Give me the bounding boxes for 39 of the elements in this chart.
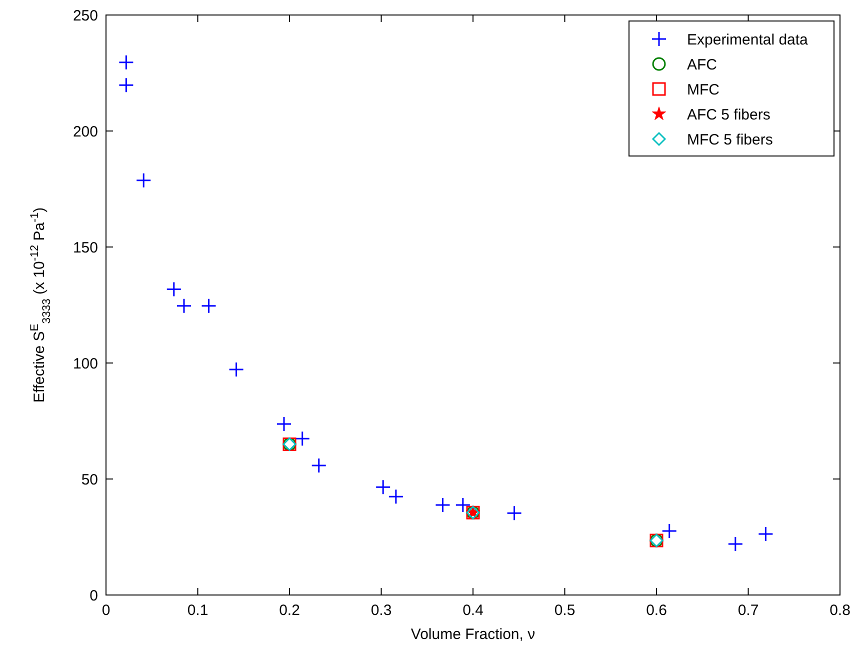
- y-tick-label: 100: [72, 355, 98, 372]
- point: [375, 479, 391, 495]
- y-tick-label: 250: [72, 7, 98, 24]
- y-tick-label: 150: [72, 239, 98, 256]
- point: [166, 281, 182, 297]
- legend-label: AFC 5 fibers: [687, 106, 770, 124]
- point: [311, 458, 327, 474]
- x-tick-label: 0.8: [830, 602, 850, 619]
- point: [118, 54, 134, 70]
- point: [434, 497, 450, 513]
- legend-label: Experimental data: [687, 31, 809, 48]
- x-tick-label: 0.6: [646, 602, 667, 619]
- x-axis-title: Volume Fraction, ν: [410, 626, 536, 643]
- y-tick-label: 200: [72, 123, 98, 140]
- point: [276, 416, 292, 432]
- legend-label: MFC: [687, 81, 720, 98]
- x-tick-label: 0.5: [554, 602, 576, 619]
- point: [506, 505, 522, 521]
- point: [728, 536, 744, 552]
- point: [228, 362, 244, 378]
- point: [294, 430, 310, 446]
- legend-label: MFC 5 fibers: [687, 131, 773, 148]
- point: [201, 298, 217, 314]
- x-tick-label: 0.3: [370, 602, 392, 619]
- point: [176, 298, 192, 314]
- x-tick-label: 0.4: [462, 602, 484, 619]
- x-tick-label: 0.7: [738, 602, 759, 619]
- point: [388, 488, 404, 504]
- x-tick-label: 0.2: [279, 602, 300, 619]
- legend-label: AFC: [687, 56, 718, 74]
- x-tick-label: 0: [102, 602, 110, 619]
- point: [662, 523, 678, 539]
- point: [455, 497, 471, 513]
- point: [758, 526, 774, 542]
- point: [118, 77, 134, 93]
- point: [136, 172, 152, 188]
- y-tick-label: 0: [90, 587, 98, 604]
- x-tick-label: 0.1: [187, 602, 208, 619]
- y-tick-label: 50: [81, 471, 98, 488]
